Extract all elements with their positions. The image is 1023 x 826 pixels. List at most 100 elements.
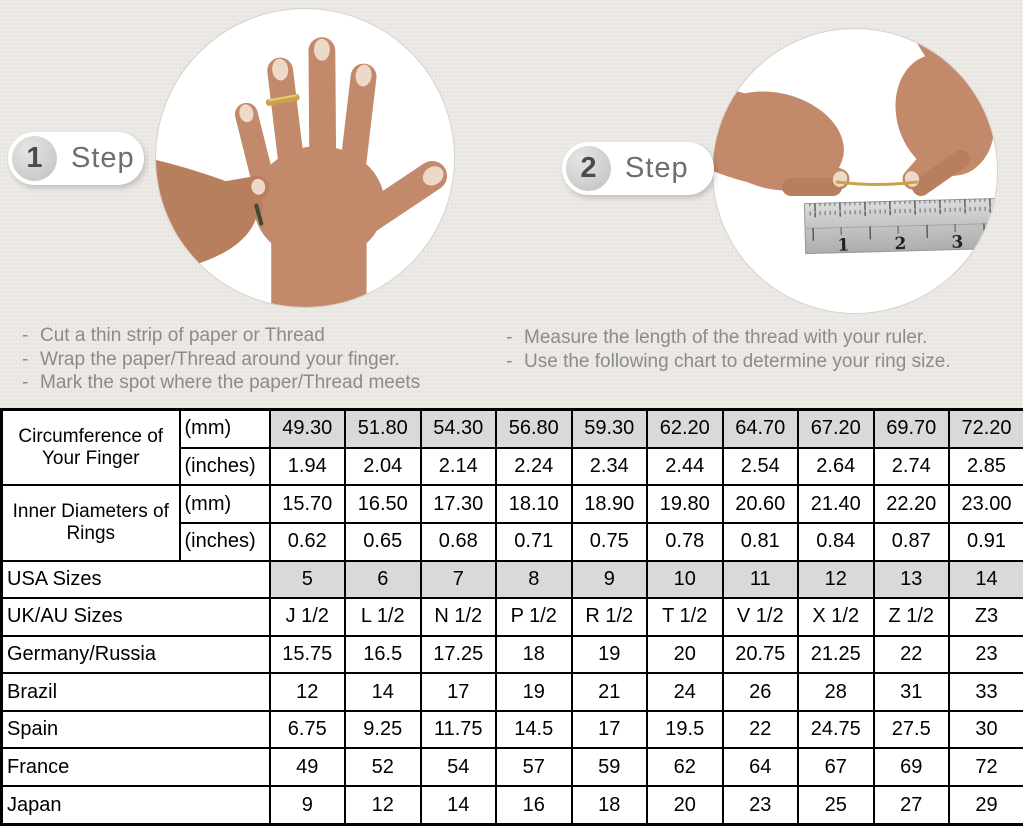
value-cell: 17 [570,709,648,750]
value-cell: 23 [721,785,799,826]
value-cell: L 1/2 [344,597,422,637]
value-cell: 22 [872,634,950,675]
step2-photo-circle: 1 2 3 [712,28,998,314]
value-cell: 2.85 [948,446,1023,487]
step1-badge: 1 Step [8,132,144,185]
value-cell: 10 [646,559,724,600]
value-cell: 59.30 [570,408,648,449]
value-cell: 54 [419,747,497,788]
value-cell: 0.81 [721,521,799,562]
value-cell: 23.00 [948,484,1023,524]
value-cell: 19.80 [646,484,724,524]
bullet-dash: - [22,372,29,393]
value-cell: 21 [570,672,648,712]
value-cell: 1.94 [268,446,346,487]
instruction-line: - Mark the spot where the paper/Thread me… [22,371,497,395]
table-row: Inner Diameters of Rings (mm) 15.70 16.5… [0,484,1023,562]
value-cell: 17.30 [419,484,497,524]
ring-band [265,93,300,106]
table-row: Japan 9 12 14 16 18 20 23 25 27 29 [0,785,1023,826]
instruction-line: - Use the following chart to determine yo… [506,350,1021,374]
value-cell: 51.80 [344,408,422,449]
value-cell: 15.75 [268,634,346,675]
row-label-usa-sizes: USA Sizes [0,559,271,600]
value-cell: 16.5 [344,634,422,675]
row-label-germany-russia: Germany/Russia [0,634,271,675]
value-cell: 18.90 [570,484,648,524]
table-row: USA Sizes 5 6 7 8 9 10 11 12 13 14 [0,559,1023,600]
value-cell: J 1/2 [268,597,346,637]
table-row: Germany/Russia 15.75 16.5 17.25 18 19 20… [0,634,1023,675]
value-cell: 24.75 [797,709,875,750]
step1-label: Step [71,142,135,174]
value-cell: 18 [495,634,573,675]
instructions-section: 1 2 3 1 Step 2 Step - Cut a thin strip of… [0,0,1023,408]
value-cell: X 1/2 [797,597,875,637]
value-cell: 2.14 [419,446,497,487]
value-cell: 22.20 [872,484,950,524]
value-cell: 16.50 [344,484,422,524]
row-label-inner-diameters: Inner Diameters of Rings [0,484,181,562]
value-cell: 20 [646,634,724,675]
instruction-line: - Measure the length of the thread with y… [506,326,1021,350]
value-cell: 29 [948,785,1023,826]
value-cell: 56.80 [495,408,573,449]
unit-cell: (mm) [178,408,271,449]
value-cell: 72.20 [948,408,1023,449]
bullet-dash: - [506,350,513,372]
unit-cell: (mm) [178,484,271,524]
value-cell: 49.30 [268,408,346,449]
bullet-dash: - [22,325,29,346]
table-row: Brazil 12 14 17 19 21 24 26 28 31 33 [0,672,1023,712]
value-cell: 17.25 [419,634,497,675]
ruler-number: 3 [951,232,963,252]
value-cell: Z 1/2 [872,597,950,637]
value-cell: 2.04 [344,446,422,487]
table-row: France 49 52 54 57 59 62 64 67 69 72 [0,747,1023,788]
value-cell: 19.5 [646,709,724,750]
ruler-number: 2 [894,234,906,254]
value-cell: 16 [495,785,573,826]
value-cell: 24 [646,672,724,712]
value-cell: 12 [268,672,346,712]
value-cell: 64.70 [721,408,799,449]
ruler: 1 2 3 [803,197,997,256]
row-label-france: France [0,747,271,788]
value-cell: V 1/2 [721,597,799,637]
value-cell: 57 [495,747,573,788]
value-cell: 12 [344,785,422,826]
value-cell: 27.5 [872,709,950,750]
row-label-circumference: Circumference of Your Finger [0,408,181,487]
value-cell: 5 [268,559,346,600]
value-cell: 8 [495,559,573,600]
value-cell: 13 [872,559,950,600]
unit-cell: (inches) [178,521,271,562]
instruction-text: Cut a thin strip of paper or Thread [40,325,325,346]
value-cell: 7 [419,559,497,600]
value-cell: 69.70 [872,408,950,449]
bullet-dash: - [22,348,29,370]
value-cell: 6.75 [268,709,346,750]
value-cell: 19 [570,634,648,675]
value-cell: 2.24 [495,446,573,487]
value-cell: 0.62 [268,521,346,562]
instruction-text: Wrap the paper/Thread around your finger… [40,348,400,370]
value-cell: 0.68 [419,521,497,562]
value-cell: 14 [948,559,1023,600]
row-label-brazil: Brazil [0,672,271,712]
value-cell: Z3 [948,597,1023,637]
value-cell: 14 [344,672,422,712]
value-cell: 0.91 [948,521,1023,562]
value-cell: 2.34 [570,446,648,487]
value-cell: 20 [646,785,724,826]
unit-cell: (inches) [178,446,271,487]
marker-pen-tip [254,203,264,226]
thread-measurement-illustration: 1 2 3 [713,29,997,256]
measuring-thread [835,180,919,186]
value-cell: 0.75 [570,521,648,562]
value-cell: 25 [797,785,875,826]
value-cell: 14.5 [495,709,573,750]
value-cell: 6 [344,559,422,600]
value-cell: 2.54 [721,446,799,487]
value-cell: 18.10 [495,484,573,524]
